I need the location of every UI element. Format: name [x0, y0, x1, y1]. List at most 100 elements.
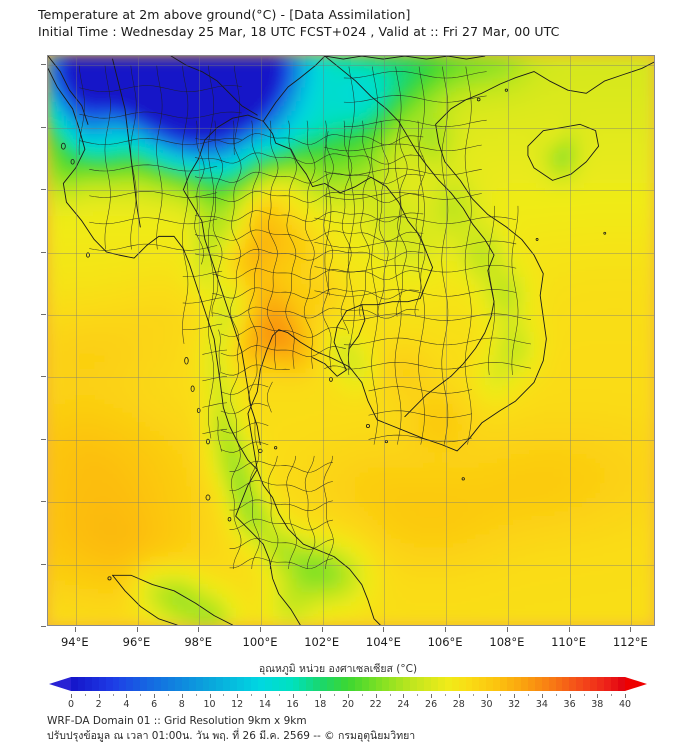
colorbar-segment — [334, 677, 341, 691]
colorbar-tick-label: 22 — [369, 699, 382, 710]
colorbar-segment — [112, 677, 120, 691]
colorbar-tick — [98, 694, 100, 698]
colorbar-tick — [611, 694, 613, 696]
colorbar-tick — [417, 694, 419, 696]
colorbar-tick-label: 24 — [397, 699, 410, 710]
colorbar-tick — [431, 694, 433, 698]
colorbar-segment — [534, 677, 542, 691]
colorbar-tick — [445, 694, 446, 696]
colorbar-segment — [105, 677, 113, 691]
colorbar-tick — [458, 694, 460, 698]
colorbar-segment — [424, 677, 431, 691]
colorbar-title: อุณหภูมิ หน่วย องศาเซลเซียส (°C) — [258, 663, 418, 675]
x-axis-tick — [260, 627, 261, 632]
colorbar-low-arrow — [49, 677, 71, 691]
colorbar-segment — [465, 677, 473, 691]
x-axis-label: 110°E — [551, 635, 587, 649]
colorbar-segment — [500, 677, 508, 691]
colorbar: อุณหภูมิ หน่วย องศาเซลเซียส (°C) 0 2 4 6 8 10… — [0, 660, 676, 712]
x-axis-label: 98°E — [184, 635, 213, 649]
x-axis-label: 100°E — [242, 635, 278, 649]
colorbar-tick — [251, 694, 253, 696]
y-axis-tick — [41, 64, 46, 66]
colorbar-tick-label: 8 — [178, 699, 185, 710]
colorbar-tick — [583, 694, 585, 696]
colorbar-tick — [306, 694, 308, 696]
colorbar-tick — [625, 694, 626, 698]
colorbar-tick — [71, 694, 72, 698]
x-axis-tick — [506, 627, 508, 632]
colorbar-ticks: 0 2 4 6 8 10 12 14 16 18 20 22 24 26 28 30 32 34 36 38 40 — [40, 694, 638, 712]
colorbar-tick-label: 10 — [203, 699, 216, 710]
colorbar-segment — [140, 677, 148, 691]
colorbar-tick — [154, 694, 156, 698]
colorbar-segment — [347, 677, 355, 691]
colorbar-segment — [382, 677, 390, 691]
colorbar-segment — [555, 677, 563, 691]
colorbar-segment — [493, 677, 501, 691]
x-axis-tick — [321, 627, 323, 632]
colorbar-segment — [617, 677, 625, 691]
colorbar-tick — [403, 694, 405, 698]
colorbar-tick-label: 14 — [258, 699, 271, 710]
colorbar-segment — [133, 677, 141, 691]
colorbar-segment — [98, 677, 106, 691]
colorbar-segment — [403, 677, 411, 691]
colorbar-segment — [583, 677, 591, 691]
colorbar-tick-label: 18 — [314, 699, 327, 710]
x-axis-label: 112°E — [612, 635, 648, 649]
x-axis-label: 106°E — [427, 635, 463, 649]
colorbar-segment — [313, 677, 321, 691]
colorbar-tick — [237, 694, 239, 698]
colorbar-tick — [514, 694, 516, 698]
colorbar-segment — [71, 677, 78, 691]
colorbar-tick — [500, 694, 502, 696]
colorbar-segment — [472, 677, 480, 691]
colorbar-tick-label: 40 — [618, 699, 632, 710]
colorbar-segment — [486, 677, 494, 691]
y-axis-tick — [41, 626, 46, 627]
forecast-time-line: Initial Time : Wednesday 25 Mar, 18 UTC … — [38, 24, 560, 39]
colorbar-segments — [71, 677, 625, 691]
colorbar-tick-label: 32 — [508, 699, 521, 710]
colorbar-tick — [528, 694, 529, 696]
colorbar-segment — [444, 677, 452, 691]
colorbar-segment — [167, 677, 175, 691]
colorbar-segment — [264, 677, 272, 691]
colorbar-segment — [327, 677, 335, 691]
colorbar-segment — [237, 677, 245, 691]
colorbar-segment — [437, 677, 445, 691]
colorbar-segment — [181, 677, 189, 691]
temperature-field — [48, 56, 654, 625]
colorbar-tick — [555, 694, 557, 696]
colorbar-segment — [597, 677, 604, 691]
colorbar-segment — [84, 677, 92, 691]
update-credit: ปรับปรุงข้อมูล ณ เวลา 01:00น. วัน พฤ. ที… — [47, 730, 416, 742]
y-axis-tick — [41, 501, 46, 503]
x-axis-tick — [445, 627, 447, 632]
colorbar-segment — [195, 677, 203, 691]
colorbar-tick — [167, 694, 169, 696]
colorbar-tick — [472, 694, 474, 696]
colorbar-segment — [91, 677, 99, 691]
x-axis-label: 96°E — [122, 635, 151, 649]
colorbar-segment — [354, 677, 362, 691]
colorbar-tick — [569, 694, 571, 698]
colorbar-segment — [257, 677, 265, 691]
x-axis-label: 104°E — [365, 635, 401, 649]
colorbar-segment — [514, 677, 521, 691]
x-axis-tick — [198, 627, 200, 632]
colorbar-segment — [126, 677, 134, 691]
colorbar-segment — [188, 677, 196, 691]
colorbar-tick — [348, 694, 349, 698]
colorbar-segment — [299, 677, 307, 691]
colorbar-segment — [244, 677, 251, 691]
colorbar-segment — [230, 677, 238, 691]
y-axis-tick — [41, 251, 46, 253]
colorbar-segment — [147, 677, 155, 691]
colorbar-segment — [202, 677, 210, 691]
colorbar-segment — [507, 677, 514, 691]
colorbar-tick-label: 6 — [151, 699, 158, 710]
colorbar-segment — [250, 677, 258, 691]
colorbar-tick — [278, 694, 280, 696]
